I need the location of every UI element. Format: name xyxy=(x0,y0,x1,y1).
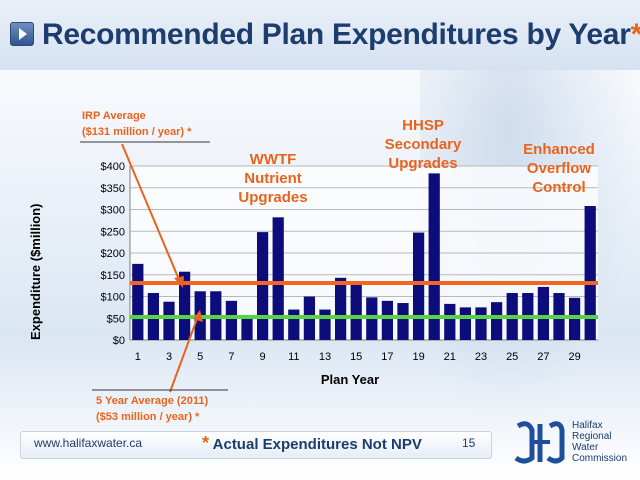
bar-year-15 xyxy=(350,284,362,340)
wwtf-annotation: WWTF Nutrient Upgrades xyxy=(238,151,308,206)
title-bar xyxy=(0,0,640,70)
x-tick-label: 23 xyxy=(475,351,487,363)
y-tick-label: $300 xyxy=(101,205,125,217)
footnote-asterisk: * xyxy=(202,433,210,453)
x-tick-label: 11 xyxy=(288,351,299,363)
x-tick-label: 3 xyxy=(166,351,172,363)
five-year-average-note: 5 Year Average (2011) ($53 million / yea… xyxy=(96,393,208,425)
annotation-arrows xyxy=(80,141,228,393)
irp-arrow-line xyxy=(121,143,181,283)
bar-year-24 xyxy=(490,302,503,340)
bar-year-7 xyxy=(225,300,238,340)
y-tick-label: $250 xyxy=(101,226,125,238)
logo-line1: Halifax xyxy=(572,420,603,431)
y-axis-label: Expenditure ($million) xyxy=(28,203,43,340)
y-tick-label: $0 xyxy=(113,335,125,347)
bar-year-30 xyxy=(584,206,596,340)
title-asterisk: * xyxy=(631,18,640,51)
x-tick-label: 1 xyxy=(135,351,141,363)
irp-note-line2: ($131 million / year) * xyxy=(82,126,192,138)
x-tick-label: 25 xyxy=(506,351,518,363)
footer-bar xyxy=(20,431,492,459)
five-year-arrow-line xyxy=(169,315,199,393)
x-tick-label: 15 xyxy=(350,351,362,363)
bar-year-8 xyxy=(241,318,253,340)
irp-note-line1: IRP Average xyxy=(82,110,146,122)
bar-year-19 xyxy=(412,232,425,340)
bar-year-22 xyxy=(459,307,472,340)
bar-year-23 xyxy=(475,307,487,340)
x-tick-label: 29 xyxy=(568,351,580,363)
x-axis-label: Plan Year xyxy=(320,372,380,387)
logo-line2: Regional xyxy=(572,431,612,442)
page-number: 15 xyxy=(462,436,476,450)
logo-line3: Water xyxy=(572,442,599,453)
bar-year-9 xyxy=(256,232,269,340)
x-tick-label: 13 xyxy=(319,351,331,363)
footnote-text: Actual Expenditures Not NPV xyxy=(212,436,422,453)
five-year-arrow-head xyxy=(193,310,203,322)
y-tick-label: $100 xyxy=(101,292,125,304)
x-tick-label: 5 xyxy=(197,351,203,363)
overflow-annotation: Enhanced Overflow Control xyxy=(523,141,595,196)
hhsp-annotation: HHSP Secondary Upgrades xyxy=(384,117,462,172)
five-year-note-line1: 5 Year Average (2011) xyxy=(96,395,209,407)
reference-lines xyxy=(130,281,598,319)
y-tick-label: $350 xyxy=(101,183,125,195)
irp-average-note: IRP Average ($131 million / year) * xyxy=(82,108,191,140)
x-tick-label: 19 xyxy=(412,351,424,363)
bar-year-13 xyxy=(319,309,331,340)
halifax-water-logo-icon xyxy=(514,421,565,464)
y-tick-label: $200 xyxy=(101,248,125,260)
x-tick-labels: 1 3 5 7 9 11 13 15 17 19 21 23 25 27 29 xyxy=(135,351,581,363)
website-link[interactable]: www.halifaxwater.ca xyxy=(34,436,143,450)
x-tick-label: 7 xyxy=(228,351,234,363)
y-tick-label: $400 xyxy=(101,161,125,173)
x-tick-label: 21 xyxy=(444,351,456,363)
bar-year-11 xyxy=(288,309,300,340)
y-tick-labels: $0 $50 $100 $150 $200 $250 $300 $350 $400 xyxy=(101,161,125,347)
bar-year-3 xyxy=(163,301,175,340)
bar-year-18 xyxy=(397,303,409,340)
grid-layer xyxy=(129,165,598,341)
x-tick-label: 27 xyxy=(537,351,549,363)
bar-year-20 xyxy=(428,173,440,340)
five-year-note-line2: ($53 million / year) * xyxy=(96,411,200,423)
bar-year-14 xyxy=(334,277,347,340)
y-tick-label: $150 xyxy=(101,270,125,282)
bar-year-10 xyxy=(272,217,284,340)
irp-arrow-head xyxy=(174,276,184,288)
bar-year-4 xyxy=(178,271,191,340)
bar-year-27 xyxy=(537,286,550,340)
x-tick-label: 9 xyxy=(260,351,266,363)
footnote: * Actual Expenditures Not NPV xyxy=(202,433,422,454)
bar-year-1 xyxy=(132,263,144,340)
bar-year-17 xyxy=(381,300,394,340)
logo-line4: Commission xyxy=(572,453,628,464)
x-tick-label: 17 xyxy=(381,351,393,363)
bar-year-21 xyxy=(444,303,456,340)
y-tick-label: $50 xyxy=(107,313,125,325)
slide-title: Recommended Plan Expenditures by Year* xyxy=(42,18,640,52)
slide-title-text: Recommended Plan Expenditures by Year xyxy=(42,18,631,51)
logo-text: Halifax Regional Water Commission xyxy=(572,420,637,464)
play-arrow-icon[interactable] xyxy=(10,22,34,46)
